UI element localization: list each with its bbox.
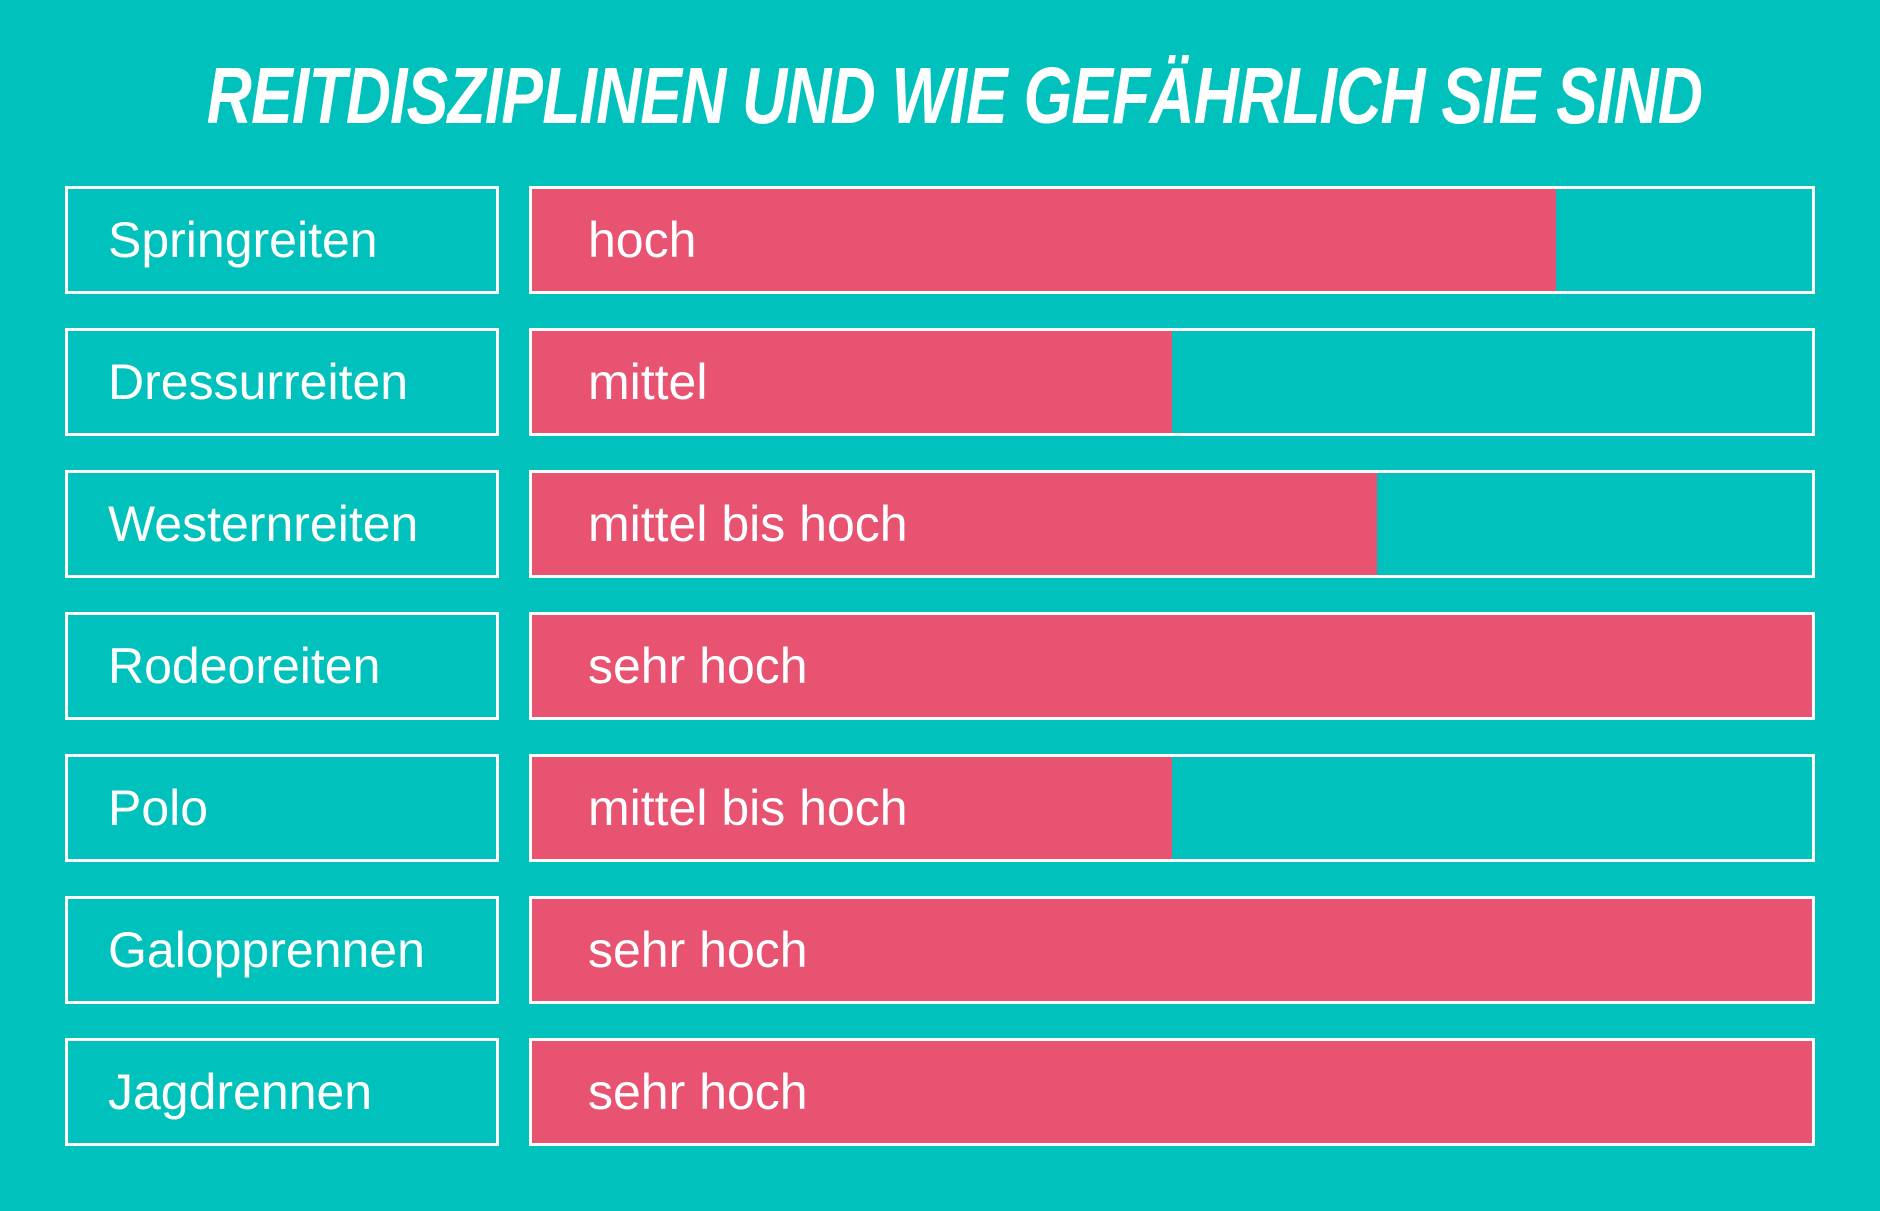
danger-level-label: sehr hoch	[588, 1064, 808, 1120]
category-label-box: Springreiten	[65, 186, 499, 294]
danger-level-label: sehr hoch	[588, 922, 808, 978]
chart-row: Springreiten hoch	[0, 186, 1880, 294]
category-label-box: Rodeoreiten	[65, 612, 499, 720]
bar-fill	[532, 473, 1377, 575]
chart-row: Dressurreiten mittel	[0, 328, 1880, 436]
category-label-box: Dressurreiten	[65, 328, 499, 436]
category-label: Rodeoreiten	[108, 638, 381, 694]
bar-track: mittel	[529, 328, 1815, 436]
chart-row: Jagdrennen sehr hoch	[0, 1038, 1880, 1146]
bar-track: mittel bis hoch	[529, 754, 1815, 862]
chart-row: Galopprennen sehr hoch	[0, 896, 1880, 1004]
danger-level-label: sehr hoch	[588, 638, 808, 694]
category-label-box: Galopprennen	[65, 896, 499, 1004]
bar-track: sehr hoch	[529, 612, 1815, 720]
danger-level-label: hoch	[588, 212, 697, 268]
bar-track: hoch	[529, 186, 1815, 294]
danger-level-label: mittel bis hoch	[588, 496, 908, 552]
danger-level-label: mittel bis hoch	[588, 780, 908, 836]
bar-fill	[532, 615, 1812, 717]
category-label: Polo	[108, 780, 209, 836]
bar-fill	[532, 331, 1172, 433]
chart-row: Rodeoreiten sehr hoch	[0, 612, 1880, 720]
bar-fill	[532, 899, 1812, 1001]
category-label: Springreiten	[108, 212, 378, 268]
category-label: Dressurreiten	[108, 354, 409, 410]
category-label-box: Westernreiten	[65, 470, 499, 578]
bar-track: sehr hoch	[529, 896, 1815, 1004]
chart-row: Polo mittel bis hoch	[0, 754, 1880, 862]
category-label: Galopprennen	[108, 922, 425, 978]
category-label: Westernreiten	[108, 496, 419, 552]
bar-track: sehr hoch	[529, 1038, 1815, 1146]
bar-fill	[532, 757, 1172, 859]
chart-title: REITDISZIPLINEN UND WIE GEFÄHRLICH SIE S…	[206, 51, 1703, 140]
danger-level-label: mittel	[588, 354, 708, 410]
bar-track: mittel bis hoch	[529, 470, 1815, 578]
category-label: Jagdrennen	[108, 1064, 373, 1120]
category-label-box: Polo	[65, 754, 499, 862]
chart-row: Westernreiten mittel bis hoch	[0, 470, 1880, 578]
bar-fill	[532, 1041, 1812, 1143]
bar-fill	[532, 189, 1556, 291]
category-label-box: Jagdrennen	[65, 1038, 499, 1146]
